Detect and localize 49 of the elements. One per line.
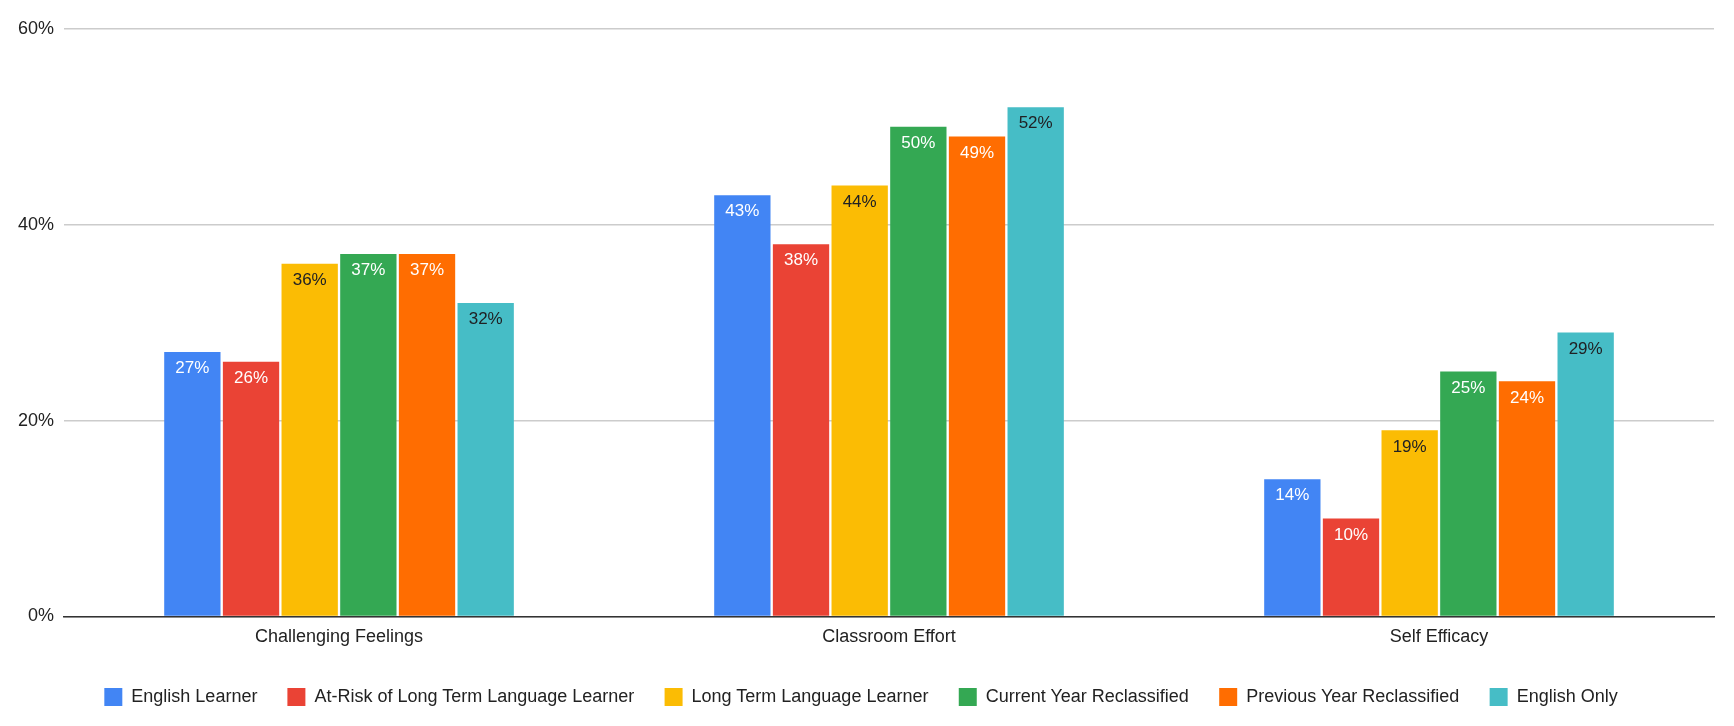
data-label: 14% xyxy=(1275,485,1310,505)
data-label: 25% xyxy=(1451,377,1486,397)
bar xyxy=(222,361,280,616)
legend-label: English Only xyxy=(1516,685,1618,706)
data-label: 36% xyxy=(292,270,327,290)
bar xyxy=(1322,518,1380,616)
bar xyxy=(1440,371,1497,616)
bar xyxy=(772,244,830,616)
bar xyxy=(1498,381,1556,616)
data-label: 29% xyxy=(1568,338,1603,358)
y-tick-label: 20% xyxy=(18,409,55,430)
y-tick-label: 60% xyxy=(18,17,55,38)
bar xyxy=(1381,430,1438,616)
bar xyxy=(398,254,456,616)
legend-label: At-Risk of Long Term Language Learner xyxy=(314,685,635,706)
bar xyxy=(1557,332,1614,616)
data-label: 19% xyxy=(1392,436,1427,456)
legend-label: Long Term Language Learner xyxy=(691,685,929,706)
data-label: 37% xyxy=(410,260,445,280)
legend-label: Current Year Reclassified xyxy=(985,685,1189,706)
bar xyxy=(831,185,888,616)
x-tick-label: Challenging Feelings xyxy=(254,626,424,647)
data-label: 50% xyxy=(901,132,936,152)
legend-label: English Learner xyxy=(131,685,258,706)
y-tick-label: 0% xyxy=(28,605,55,626)
data-label: 43% xyxy=(725,201,760,221)
data-label: 27% xyxy=(175,358,210,378)
bar xyxy=(457,303,514,616)
x-tick-label: Classroom Effort xyxy=(822,626,956,647)
bar xyxy=(340,254,397,616)
bar xyxy=(948,136,1006,616)
data-label: 32% xyxy=(468,309,503,329)
data-label: 26% xyxy=(234,367,269,387)
data-label: 38% xyxy=(784,250,819,270)
data-label: 10% xyxy=(1333,524,1369,544)
data-label: 49% xyxy=(960,142,995,162)
bar xyxy=(1007,107,1064,616)
bar xyxy=(1264,479,1321,616)
legend-label: Previous Year Reclassified xyxy=(1246,685,1460,706)
data-label: 37% xyxy=(351,260,386,280)
bar xyxy=(890,126,947,616)
y-tick-label: 40% xyxy=(18,213,55,234)
bar xyxy=(164,351,221,616)
data-label: 24% xyxy=(1509,387,1545,407)
data-label: 44% xyxy=(842,191,877,211)
bar xyxy=(281,263,338,616)
data-label: 52% xyxy=(1018,113,1053,133)
bar xyxy=(714,195,771,616)
x-tick-label: Self Efficacy xyxy=(1389,626,1489,647)
